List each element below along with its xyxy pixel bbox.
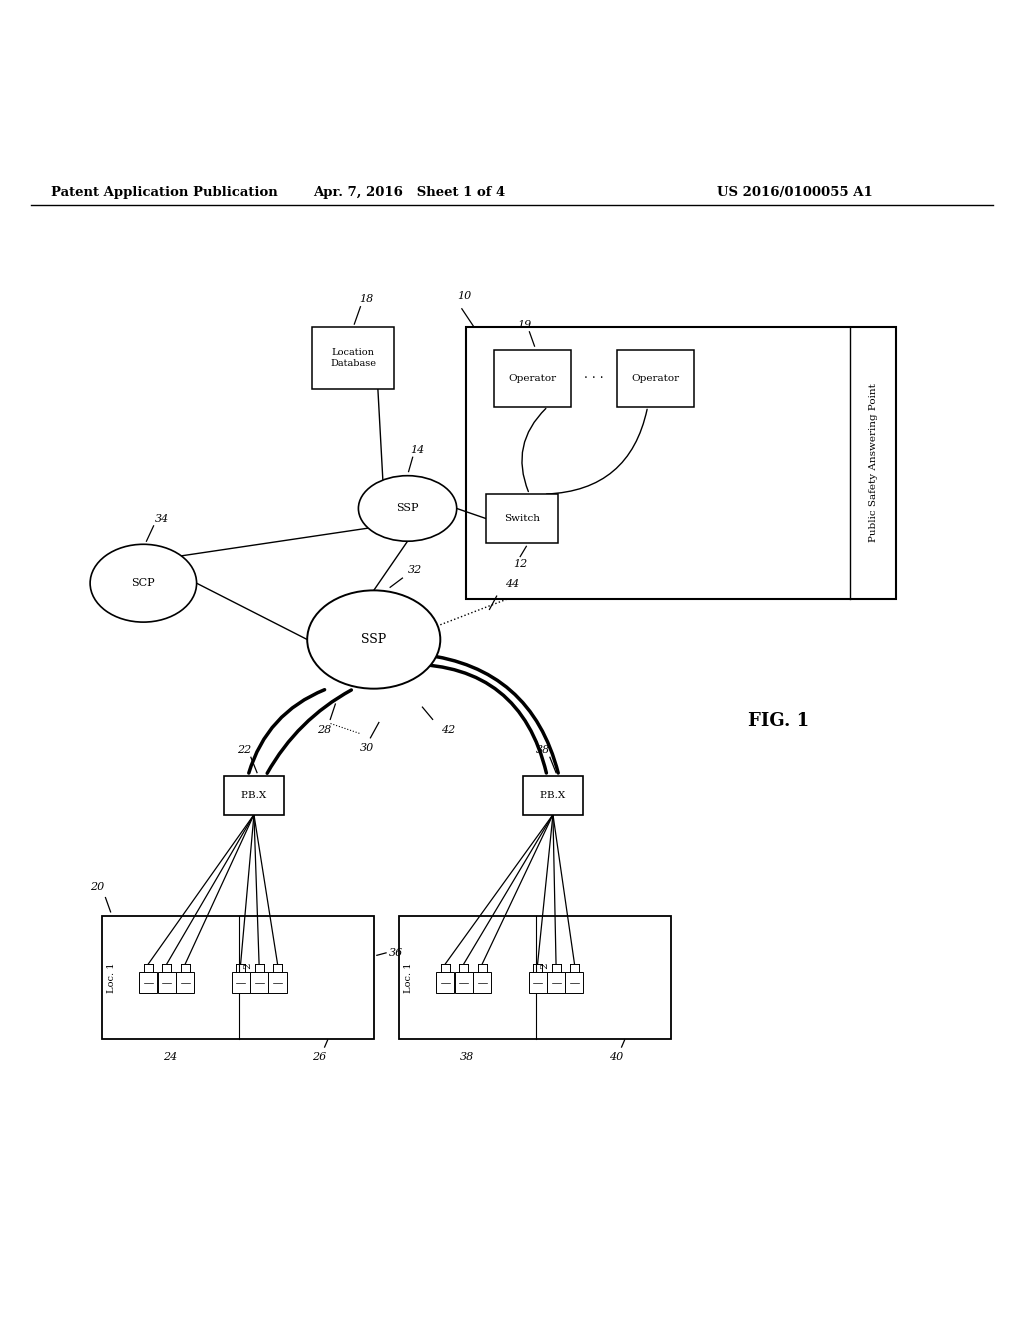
Text: Loc. 1: Loc. 1 [108,962,116,993]
Text: Operator: Operator [632,374,679,383]
Text: Location
Database: Location Database [331,348,376,367]
Bar [312,327,394,388]
Bar [139,972,158,993]
Text: 32: 32 [408,565,422,576]
Text: FIG. 1: FIG. 1 [748,713,809,730]
Text: Operator: Operator [509,374,556,383]
Text: US 2016/0100055 A1: US 2016/0100055 A1 [717,186,872,198]
Text: P.B.X: P.B.X [241,791,267,800]
Bar [158,972,176,993]
Bar [102,916,374,1039]
Bar [486,494,558,544]
Bar [565,972,584,993]
Text: Loc. 2: Loc. 2 [244,962,253,993]
Text: Loc. 2: Loc. 2 [541,962,550,993]
Text: 26: 26 [312,1052,327,1063]
Text: 19: 19 [517,319,531,330]
Bar [231,972,250,993]
Bar [495,350,571,407]
Text: 22: 22 [237,744,251,755]
Text: 12: 12 [513,558,527,569]
Bar [455,972,473,993]
Text: SSP: SSP [361,634,386,645]
Ellipse shape [358,475,457,541]
Ellipse shape [90,544,197,622]
Bar [523,776,583,814]
Bar [224,776,284,814]
Bar [616,350,694,407]
Bar [528,972,547,993]
Text: · · ·: · · · [584,372,604,385]
Bar [176,972,195,993]
Text: SSP: SSP [396,503,419,513]
Text: SCP: SCP [131,578,156,589]
Text: Loc. 1: Loc. 1 [404,962,413,993]
Bar [466,327,896,598]
Text: Apr. 7, 2016   Sheet 1 of 4: Apr. 7, 2016 Sheet 1 of 4 [313,186,506,198]
Text: 14: 14 [411,445,425,455]
Text: 10: 10 [457,292,471,301]
Text: P.B.X: P.B.X [540,791,566,800]
Text: 36: 36 [389,948,403,958]
Bar [250,972,268,993]
Text: 38: 38 [460,1052,474,1063]
Text: 44: 44 [505,578,519,589]
Bar [436,972,455,993]
Text: 38: 38 [536,744,550,755]
Ellipse shape [307,590,440,689]
Text: Switch: Switch [504,515,541,523]
Text: 20: 20 [90,882,104,892]
Text: Patent Application Publication: Patent Application Publication [51,186,278,198]
Bar [547,972,565,993]
Text: 24: 24 [163,1052,177,1063]
Text: 28: 28 [317,725,331,735]
Text: Public Safety Answering Point: Public Safety Answering Point [869,383,878,543]
Text: 30: 30 [360,743,374,754]
Bar [268,972,287,993]
Text: 42: 42 [441,725,455,735]
Bar [399,916,671,1039]
Text: 18: 18 [359,293,374,304]
Text: 34: 34 [155,513,169,524]
Text: 40: 40 [609,1052,624,1063]
Bar [473,972,492,993]
